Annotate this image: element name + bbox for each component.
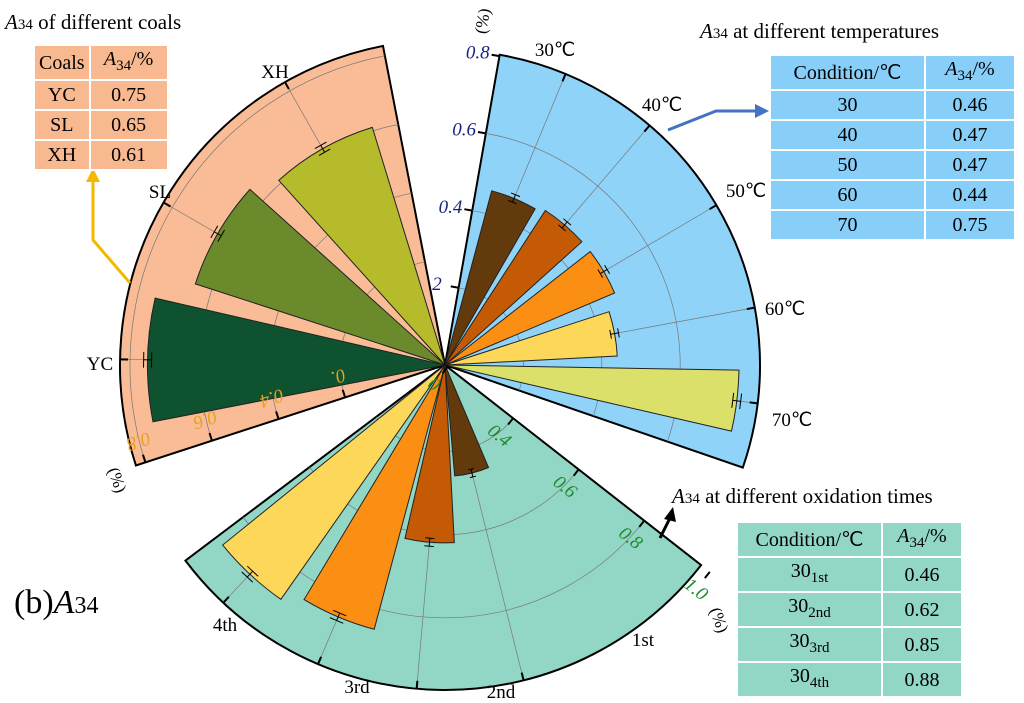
error-cap — [563, 218, 572, 226]
category-tick — [746, 306, 755, 311]
oxidation-title: A34 at different oxidation times — [672, 484, 933, 508]
error-cap — [241, 571, 254, 583]
category-label: 60℃ — [765, 299, 805, 320]
error-cap — [210, 225, 219, 239]
grid-arc — [129, 55, 385, 463]
error-bar — [512, 194, 516, 203]
category-tick — [561, 73, 567, 82]
error-bar — [213, 231, 222, 237]
blue-arrowhead — [755, 104, 769, 118]
category-label: 70℃ — [772, 410, 812, 431]
temperatures-table: Condition/℃ A34/% 30 0.46 40 0.47 50 0.47 60… — [769, 54, 1016, 241]
error-bar — [470, 469, 474, 478]
error-cap — [604, 264, 611, 274]
axis-tick — [491, 53, 500, 58]
error-bar — [561, 221, 568, 229]
axis-tick — [208, 432, 213, 442]
error-cap — [424, 545, 434, 548]
error-bar — [336, 612, 341, 621]
oxidation-table: Condition/℃ A34/% 301st 0.46 302nd 0.62 303… — [736, 521, 963, 698]
axis-tick — [441, 366, 449, 374]
category-tick — [317, 656, 323, 665]
error-bar — [610, 332, 619, 335]
axis-tick — [704, 571, 711, 579]
error-bar — [428, 538, 431, 547]
yellow-arrowhead — [86, 168, 100, 182]
yellow-arrow-line — [91, 180, 132, 284]
error-bar — [732, 399, 741, 402]
error-bar — [320, 144, 326, 153]
black-arrowhead — [664, 507, 676, 522]
axis-unit: (%) — [706, 605, 733, 635]
error-cap — [468, 467, 474, 471]
category-tick — [415, 680, 419, 689]
error-cap — [217, 229, 226, 242]
category-label: 50℃ — [726, 181, 766, 202]
axis-tick-label: 2 — [432, 274, 442, 295]
error-cap — [333, 609, 347, 617]
temperatures-title: A34 at different temperatures — [700, 19, 940, 43]
error-cap — [425, 537, 435, 540]
category-label: YC — [87, 354, 113, 375]
axis-tick-label: 0. — [328, 364, 348, 388]
axis-tick — [341, 389, 347, 398]
error-bar — [246, 570, 253, 578]
category-tick — [222, 596, 230, 604]
category-label: XH — [261, 62, 289, 83]
category-tick — [709, 204, 717, 211]
category-tick — [520, 672, 525, 681]
axis-tick-label: 0.6 — [452, 120, 476, 141]
error-cap — [329, 617, 344, 624]
category-label: 40℃ — [642, 95, 682, 116]
axis-tick — [572, 468, 580, 477]
axis-tick — [450, 285, 459, 289]
error-cap — [731, 392, 735, 408]
category-tick — [163, 201, 171, 208]
annotation-arrows — [86, 104, 769, 539]
category-label: 30℃ — [535, 40, 575, 61]
coals-table: Coals A34/% YC 0.75 SL 0.65 XH 0.61 — [33, 44, 169, 171]
axis-tick — [477, 130, 487, 135]
error-cap — [597, 269, 604, 278]
blue-arrow-line — [667, 109, 757, 132]
category-label: 3rd — [344, 677, 370, 698]
axis-tick — [507, 417, 514, 426]
error-cap — [507, 199, 517, 205]
error-cap — [469, 475, 476, 479]
error-cap — [510, 192, 521, 198]
category-label: 1st — [632, 630, 655, 651]
category-tick — [284, 81, 290, 90]
axis-tick — [275, 411, 280, 420]
black-arrow-line — [658, 517, 672, 539]
axis-unit: (%) — [104, 465, 131, 495]
category-label: 2nd — [487, 682, 516, 703]
category-label: 4th — [213, 615, 238, 636]
panel-label: (b)A34 — [14, 584, 99, 621]
category-tick — [643, 124, 651, 133]
coals-title: A34 of different coals — [5, 10, 182, 34]
axis-unit: (%) — [471, 7, 494, 35]
error-cap — [314, 141, 327, 150]
axis-tick — [141, 454, 147, 463]
axis-tick — [638, 520, 645, 528]
error-bar — [600, 269, 608, 274]
temperatures-group: 30℃ 40℃ 50℃ 60℃ 70℃ 2 0.4 0.6 0.8 (%) — [432, 7, 812, 469]
error-cap — [318, 148, 331, 156]
error-cap — [246, 565, 259, 577]
error-cap — [739, 393, 743, 410]
category-label: SL — [149, 182, 171, 203]
category-tick — [749, 401, 758, 405]
error-cap — [617, 328, 620, 338]
error-cap — [558, 224, 566, 232]
axis-tick-label: 0.8 — [466, 42, 490, 63]
axis-tick — [464, 208, 473, 212]
axis-tick-label: 0.4 — [439, 197, 463, 218]
error-cap — [609, 329, 612, 339]
